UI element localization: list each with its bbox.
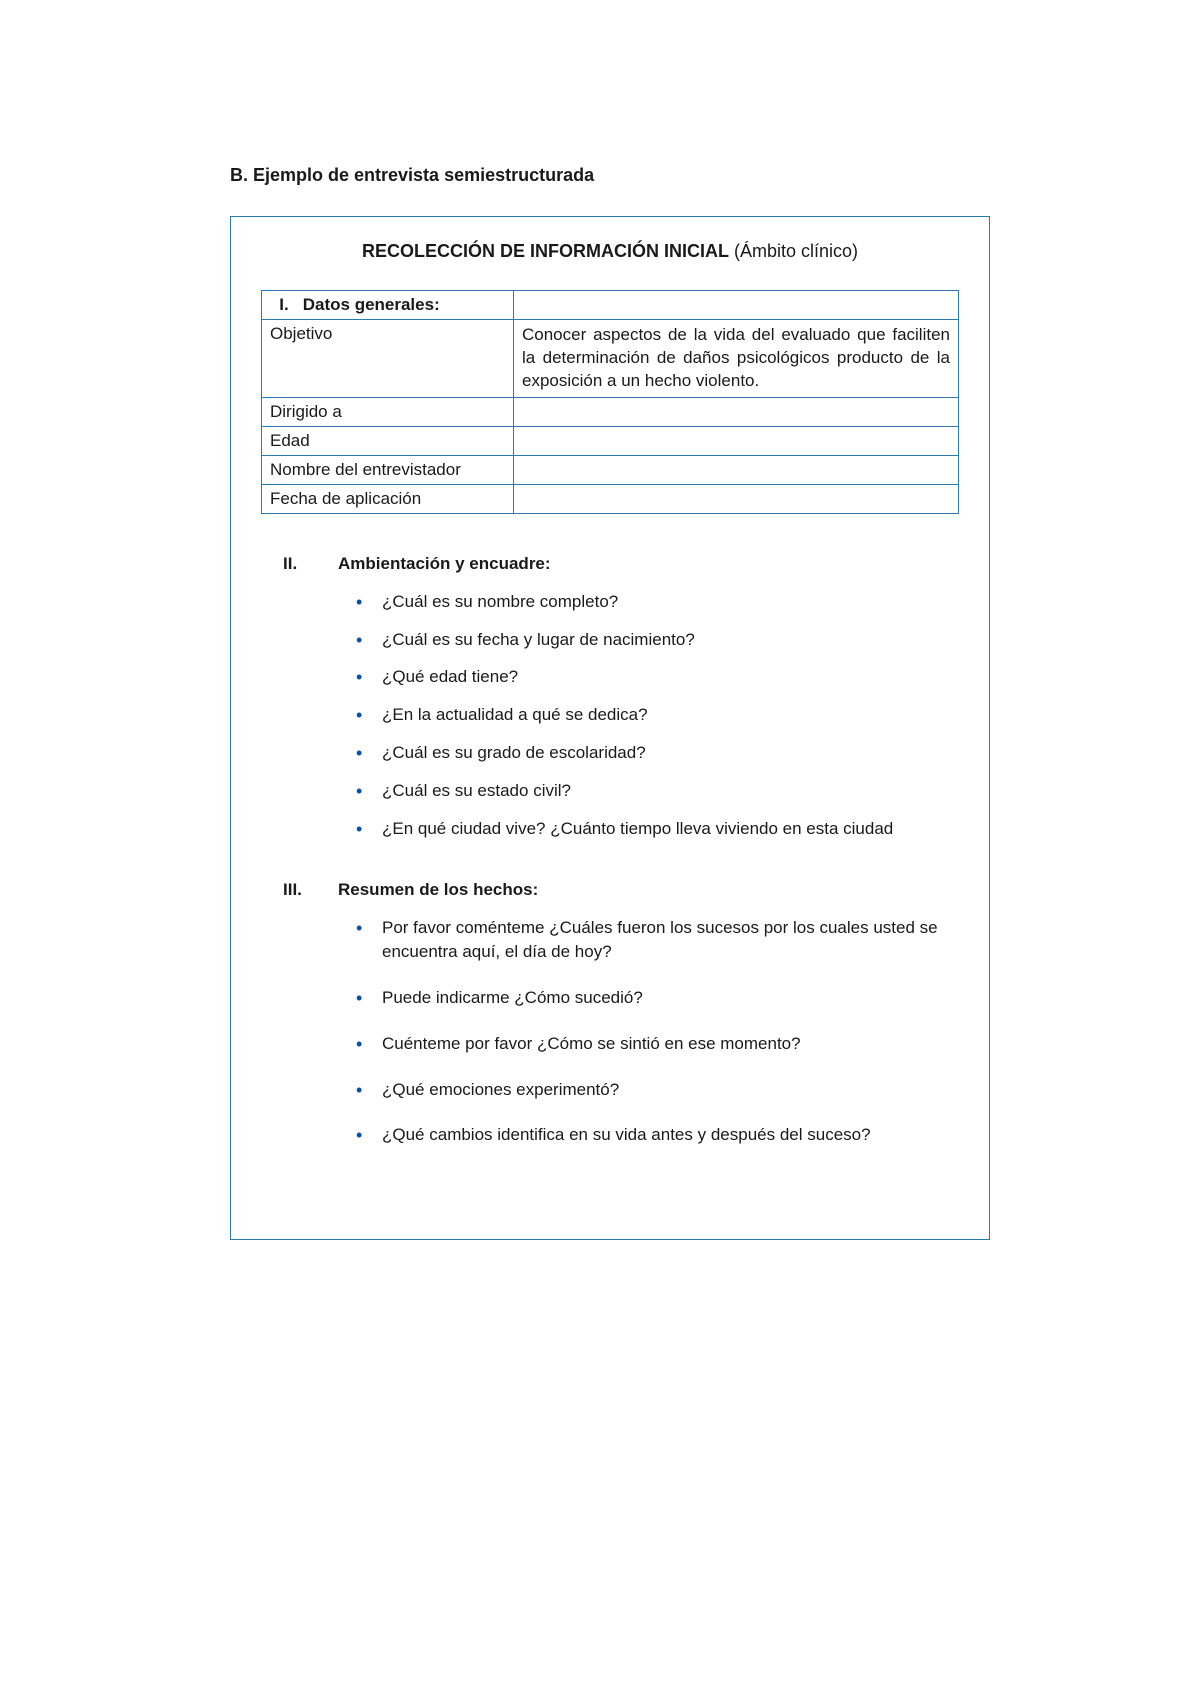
card-title: RECOLECCIÓN DE INFORMACIÓN INICIAL (Ámbi… [261, 241, 959, 262]
section-iii-heading: III.Resumen de los hechos: [261, 880, 959, 900]
list-item: ¿Cuál es su grado de escolaridad? [356, 741, 959, 765]
section-ii-heading: II.Ambientación y encuadre: [261, 554, 959, 574]
table-row: Nombre del entrevistador [262, 455, 959, 484]
section-iii: III.Resumen de los hechos: Por favor com… [261, 880, 959, 1147]
document-page: B. Ejemplo de entrevista semiestructurad… [0, 0, 1200, 1697]
card-title-bold: RECOLECCIÓN DE INFORMACIÓN INICIAL [362, 241, 729, 261]
table-row: Objetivo Conocer aspectos de la vida del… [262, 320, 959, 398]
row-value [514, 455, 959, 484]
section-i-header-spacer [514, 291, 959, 320]
section-i-title: Datos generales [303, 295, 434, 314]
list-item: ¿En qué ciudad vive? ¿Cuánto tiempo llev… [356, 817, 959, 841]
list-item: Puede indicarme ¿Cómo sucedió? [356, 986, 959, 1010]
row-label: Nombre del entrevistador [262, 455, 514, 484]
card-title-rest: (Ámbito clínico) [729, 241, 858, 261]
section-i-number: I. [270, 295, 298, 315]
row-value [514, 426, 959, 455]
list-item: ¿Cuál es su nombre completo? [356, 590, 959, 614]
table-row: Dirigido a [262, 397, 959, 426]
table-header-row: I. Datos generales: [262, 291, 959, 320]
table-row: Fecha de aplicación [262, 484, 959, 513]
row-value [514, 397, 959, 426]
list-item: ¿Qué cambios identifica en su vida antes… [356, 1123, 959, 1147]
section-iii-number: III. [283, 880, 338, 900]
section-iii-list: Por favor coménteme ¿Cuáles fueron los s… [356, 916, 959, 1147]
section-ii: II.Ambientación y encuadre: ¿Cuál es su … [261, 554, 959, 841]
row-label: Fecha de aplicación [262, 484, 514, 513]
list-item: ¿Cuál es su estado civil? [356, 779, 959, 803]
list-item: ¿Cuál es su fecha y lugar de nacimiento? [356, 628, 959, 652]
datos-generales-table: I. Datos generales: Objetivo Conocer asp… [261, 290, 959, 514]
section-ii-number: II. [283, 554, 338, 574]
list-item: Por favor coménteme ¿Cuáles fueron los s… [356, 916, 959, 964]
list-item: ¿Qué edad tiene? [356, 665, 959, 689]
list-item: ¿En la actualidad a qué se dedica? [356, 703, 959, 727]
section-b-title: B. Ejemplo de entrevista semiestructurad… [230, 165, 1020, 186]
list-item: Cuénteme por favor ¿Cómo se sintió en es… [356, 1032, 959, 1056]
list-item: ¿Qué emociones experimentó? [356, 1078, 959, 1102]
row-value: Conocer aspectos de la vida del evaluado… [514, 320, 959, 398]
section-ii-title: Ambientación y encuadre: [338, 554, 551, 573]
section-i-header: I. Datos generales: [262, 291, 514, 320]
row-label: Objetivo [262, 320, 514, 398]
info-card: RECOLECCIÓN DE INFORMACIÓN INICIAL (Ámbi… [230, 216, 990, 1240]
section-ii-list: ¿Cuál es su nombre completo? ¿Cuál es su… [356, 590, 959, 841]
row-label: Edad [262, 426, 514, 455]
row-label: Dirigido a [262, 397, 514, 426]
table-row: Edad [262, 426, 959, 455]
row-value [514, 484, 959, 513]
section-iii-title: Resumen de los hechos: [338, 880, 538, 899]
